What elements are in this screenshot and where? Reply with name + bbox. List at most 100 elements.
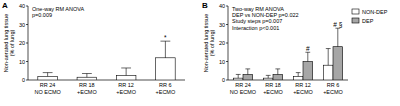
panel: B Non-aerated lung tissue(% of lung) 0 10 20… — [202, 1, 388, 95]
error-cap — [266, 75, 271, 76]
error-cap — [43, 72, 53, 73]
bar — [293, 76, 303, 80]
annotation: One-way RM ANOVA — [32, 6, 84, 12]
x-tick-label: RR 24NO ECMO — [230, 82, 257, 95]
panel-label: B — [202, 1, 208, 10]
x-tick-label-line: RR 24 — [235, 82, 251, 88]
error-bar — [277, 69, 278, 75]
figure: A Non-aerated lung tissue(% of lung) 0 10 20… — [0, 0, 400, 106]
error-cap — [245, 68, 250, 69]
x-tick-label-line: RR 6 — [159, 82, 172, 88]
error-bar — [307, 52, 308, 61]
bar — [77, 77, 97, 80]
error-cap — [121, 67, 131, 68]
annotation: DEP vs NON-DEP p=0.022 — [232, 12, 299, 18]
significance-mark: * — [164, 34, 167, 41]
x-tick-label-line: RR 24 — [40, 82, 56, 88]
y-tick-label: 40 — [219, 3, 225, 9]
y-tick-label: 40 — [19, 3, 25, 9]
legend-label: DEP — [362, 18, 374, 24]
x-tick-label-line: RR 18 — [79, 82, 95, 88]
error-bar — [328, 49, 329, 66]
x-tick-label-line: NO ECMO — [34, 89, 61, 95]
error-bar — [268, 75, 269, 78]
y-tick — [226, 6, 228, 7]
panel-label: A — [2, 1, 8, 10]
y-tick — [226, 24, 228, 25]
annotation: Two-way RM ANOVA — [232, 6, 284, 12]
mark-labels: ## § — [306, 21, 343, 52]
x-tick-label: RR 24NO ECMO — [34, 82, 61, 95]
error-bar — [165, 41, 166, 58]
panel: A Non-aerated lung tissue(% of lung) 0 10 20… — [2, 1, 185, 95]
error-bar — [126, 68, 127, 75]
x-tick-label: RR 18+ECMO — [77, 82, 97, 95]
bar — [156, 58, 176, 80]
marks — [233, 28, 342, 80]
y-axis-label-line: (% of lung) — [9, 30, 15, 57]
y-tick — [226, 43, 228, 44]
y-axis-label-line: (% of lung) — [209, 30, 215, 57]
marks — [38, 41, 175, 80]
x-tick-label-line: +ECMO — [293, 89, 313, 95]
y-tick — [26, 80, 28, 81]
y-tick — [226, 61, 228, 62]
significance-mark: # § — [333, 21, 342, 28]
x-tick-label-line: +ECMO — [77, 89, 97, 95]
error-cap — [160, 41, 170, 42]
x-tick-label-line: +ECMO — [116, 89, 136, 95]
error-cap — [275, 68, 280, 69]
legend-label: NON-DEP — [362, 9, 388, 15]
bar — [323, 65, 333, 80]
annotation: p=0.009 — [32, 12, 52, 18]
x-tick-label-line: +ECMO — [263, 89, 283, 95]
x-tick-label: RR 12+ECMO — [116, 82, 136, 95]
error-bar — [47, 73, 48, 77]
x-tick-label-line: RR 18 — [265, 82, 281, 88]
y-tick-label: 30 — [219, 22, 225, 28]
y-tick-label: 10 — [19, 59, 25, 65]
y-axis-label: Non-aerated lung tissue(% of lung) — [203, 14, 215, 72]
y-tick-label: 10 — [219, 59, 225, 65]
bar — [263, 78, 273, 80]
error-cap — [335, 28, 340, 29]
error-cap — [305, 52, 310, 53]
x-tick-label-line: RR 12 — [118, 82, 134, 88]
legend-swatch — [352, 18, 359, 23]
error-bar — [298, 73, 299, 77]
y-tick — [26, 24, 28, 25]
legend-swatch — [352, 9, 359, 14]
y-tick — [26, 43, 28, 44]
y-tick-label: 0 — [222, 77, 225, 83]
annotation: Study steps p=0.007 — [232, 18, 282, 24]
x-tick-label: RR 12+ECMO — [293, 82, 313, 95]
x-tick-label-line: RR 12 — [295, 82, 311, 88]
bar — [116, 75, 136, 80]
y-tick — [26, 61, 28, 62]
x-tick-label: RR 18+ECMO — [263, 82, 283, 95]
error-cap — [82, 73, 92, 74]
x-tick-label: RR 6+ECMO — [323, 82, 343, 95]
x-tick-label: RR 6+ECMO — [156, 82, 176, 95]
y-tick — [26, 6, 28, 7]
bar — [38, 76, 58, 80]
error-bar — [86, 74, 87, 78]
y-tick-label: 0 — [22, 77, 25, 83]
bar — [243, 74, 253, 80]
y-tick-label: 20 — [219, 40, 225, 46]
x-tick-label-line: RR 6 — [327, 82, 340, 88]
error-cap — [326, 48, 331, 49]
y-axis-label: Non-aerated lung tissue(% of lung) — [3, 14, 15, 72]
error-bar — [238, 74, 239, 78]
error-bar — [247, 69, 248, 75]
mark-labels: * — [164, 34, 167, 41]
y-tick — [226, 80, 228, 81]
error-cap — [296, 72, 301, 73]
error-bar — [337, 28, 338, 47]
x-tick-label-line: +ECMO — [156, 89, 176, 95]
y-tick-label: 30 — [19, 22, 25, 28]
x-tick-label-line: +ECMO — [323, 89, 343, 95]
x-tick-label-line: NO ECMO — [230, 89, 257, 95]
y-tick-label: 20 — [19, 40, 25, 46]
bar — [233, 78, 243, 80]
